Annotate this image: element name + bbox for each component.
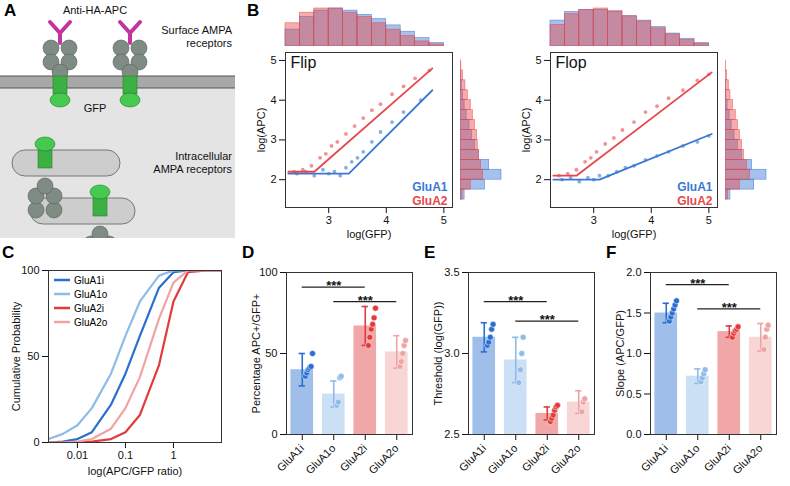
svg-text:GluA2: GluA2 [677,194,713,208]
svg-text:log(APC/GFP ratio): log(APC/GFP ratio) [88,465,183,477]
svg-text:1.0: 1.0 [626,347,641,359]
svg-text:5: 5 [441,214,447,226]
svg-text:GluA2: GluA2 [412,194,448,208]
svg-text:GluA2o: GluA2o [548,442,582,476]
svg-text:log(GFP): log(GFP) [612,228,657,240]
svg-text:4: 4 [648,214,654,226]
svg-text:100: 100 [21,264,39,276]
svg-text:Slope (APC/GFP): Slope (APC/GFP) [614,310,626,397]
svg-text:5: 5 [706,214,712,226]
svg-text:50: 50 [27,350,39,362]
html-text:GluA2i: GluA2i [74,303,104,314]
svg-text:Threshold (log(GFP)): Threshold (log(GFP)) [432,302,444,406]
svg-text:2.0: 2.0 [626,266,641,278]
svg-text:2: 2 [270,173,276,185]
svg-text:log(APC): log(APC) [520,108,532,153]
html-text:A: A [4,1,17,20]
svg-text:GluA1i: GluA1i [638,442,670,474]
svg-text:Intracellular: Intracellular [175,150,232,162]
svg-text:Surface AMPA: Surface AMPA [161,24,232,36]
svg-text:2: 2 [535,173,541,185]
svg-text:GluA1: GluA1 [412,180,448,194]
svg-text:GluA1: GluA1 [677,180,713,194]
svg-text:1.5: 1.5 [626,307,641,319]
html-text:B: B [247,1,260,20]
svg-text:50: 50 [265,347,277,359]
svg-text:GluA1o: GluA1o [667,442,701,476]
svg-text:***: *** [722,300,738,315]
svg-text:0.0: 0.0 [626,428,641,440]
svg-text:5: 5 [535,54,541,66]
svg-text:GFP: GFP [84,102,107,114]
svg-text:4: 4 [270,94,276,106]
svg-text:5: 5 [270,54,276,66]
html-text:GluA1i: GluA1i [74,275,104,286]
svg-text:3.0: 3.0 [444,347,459,359]
svg-text:0: 0 [33,436,39,448]
svg-text:***: *** [540,312,556,327]
svg-text:GluA2o: GluA2o [366,442,400,476]
svg-text:2.5: 2.5 [444,428,459,440]
svg-text:log(GFP): log(GFP) [347,228,392,240]
svg-text:0: 0 [271,428,277,440]
svg-text:***: *** [358,293,374,308]
svg-text:100: 100 [259,266,277,278]
svg-text:3: 3 [535,133,541,145]
svg-text:4: 4 [535,94,541,106]
svg-text:Cumulative Probability: Cumulative Probability [10,301,22,411]
svg-text:***: *** [508,293,524,308]
svg-text:1: 1 [170,449,176,461]
svg-text:GluA1i: GluA1i [274,442,306,474]
svg-text:GluA1o: GluA1o [303,442,337,476]
svg-text:AMPA receptors: AMPA receptors [153,163,232,175]
svg-text:3: 3 [270,133,276,145]
svg-text:4: 4 [383,214,389,226]
svg-text:0.5: 0.5 [626,388,641,400]
svg-text:log(APC): log(APC) [255,108,267,153]
html-text:D: D [242,243,255,262]
html-text:GluA1o: GluA1o [74,289,108,300]
svg-text:GluA2i: GluA2i [701,442,733,474]
svg-text:3.5: 3.5 [444,266,459,278]
svg-text:GluA2i: GluA2i [519,442,551,474]
svg-text:3: 3 [326,214,332,226]
svg-text:Anti-HA-APC: Anti-HA-APC [63,4,127,16]
svg-text:GluA2o: GluA2o [730,442,764,476]
svg-text:Flip: Flip [291,54,317,71]
svg-text:Flop: Flop [556,54,587,71]
html-text:F: F [606,243,617,262]
svg-text:GluA2i: GluA2i [337,442,369,474]
svg-text:Percentage APC+/GFP+: Percentage APC+/GFP+ [250,294,262,414]
svg-text:0.1: 0.1 [118,449,133,461]
svg-text:GluA1i: GluA1i [456,442,488,474]
svg-text:***: *** [326,278,342,293]
svg-text:receptors: receptors [186,37,232,49]
html-text:C: C [2,243,15,262]
svg-text:3: 3 [591,214,597,226]
html-text:E: E [424,243,436,262]
svg-text:***: *** [690,276,706,291]
svg-text:0.01: 0.01 [67,449,88,461]
svg-text:GluA1o: GluA1o [485,442,519,476]
html-text:GluA2o: GluA2o [74,317,108,328]
